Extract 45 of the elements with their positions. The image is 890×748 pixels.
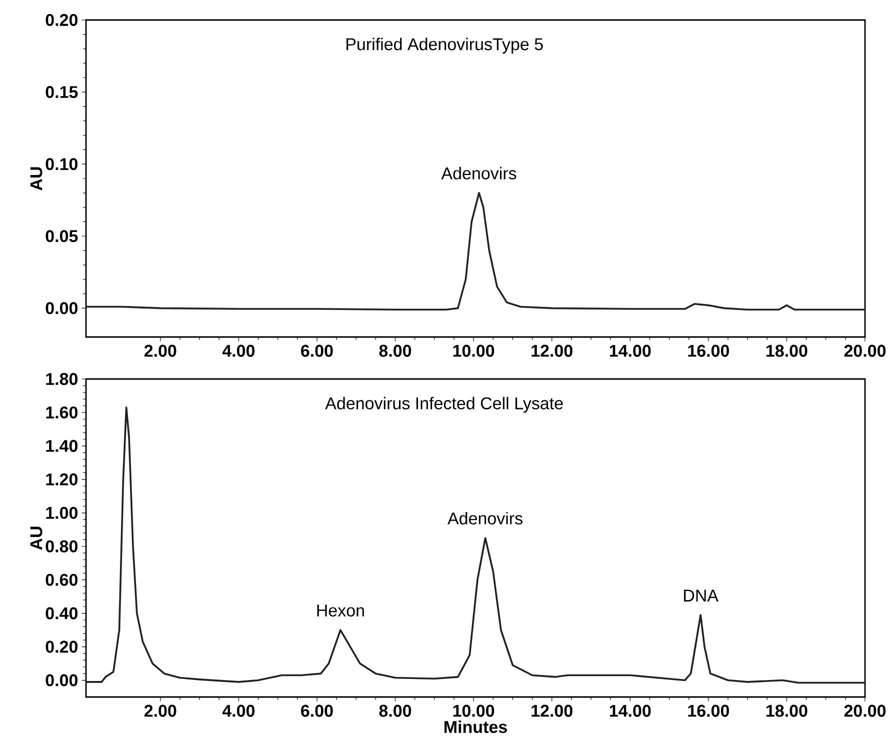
- annotation: Adenovirs: [448, 512, 522, 524]
- y-tick-label: 0.20: [46, 640, 78, 653]
- text: Adenovirus Infected Cell Lysate: [325, 396, 563, 413]
- text: Purified AdenovirusType 5: [346, 38, 543, 54]
- y-tick-label: 1.60: [46, 406, 78, 418]
- x-tick-label: 10.00: [453, 704, 494, 717]
- y-tick-label: 0.00: [46, 302, 78, 314]
- x-tick-label: 16.00: [688, 344, 729, 357]
- x-axis-title: Minutes: [444, 720, 507, 734]
- y-tick-label: 1.80: [46, 372, 78, 386]
- y-tick-label: 0.05: [46, 230, 78, 242]
- y-tick-label: 1.40: [46, 440, 78, 452]
- y-tick-label: 0.60: [46, 574, 78, 586]
- x-tick-label: 20.00: [844, 704, 886, 717]
- y-tick-label: 0.10: [46, 158, 78, 170]
- x-tick-label: 18.00: [766, 344, 808, 357]
- x-tick-label: 16.00: [688, 704, 729, 717]
- x-tick-label: 2.00: [144, 704, 176, 717]
- y-axis-title: AU: [30, 526, 42, 550]
- y-tick-label: 1.20: [46, 473, 78, 486]
- x-tick-label: 12.00: [532, 344, 572, 357]
- x-tick-label: 18.00: [766, 704, 808, 717]
- annotation: DNA: [684, 590, 719, 602]
- x-tick-label: 14.00: [610, 344, 651, 357]
- x-tick-label: 20.00: [844, 344, 886, 357]
- y-axis-title: AU: [30, 167, 42, 190]
- line-series: [85, 192, 866, 311]
- x-tick-label: 4.00: [222, 344, 255, 357]
- y-tick-label: 0.40: [46, 607, 78, 620]
- x-tick-label: 8.00: [379, 344, 412, 357]
- x-tick-label: 8.00: [379, 704, 412, 717]
- x-tick-label: 14.00: [610, 704, 651, 717]
- y-tick-label: 0.20: [46, 14, 78, 26]
- annotation: Adenovirs: [441, 166, 516, 180]
- y-tick-label: 0.00: [46, 674, 78, 686]
- x-tick-label: 12.00: [532, 704, 572, 717]
- y-tick-label: 0.80: [46, 540, 78, 552]
- y-tick-label: 1.00: [46, 506, 78, 519]
- x-tick-label: 6.00: [301, 344, 333, 357]
- annotation: Hexon: [317, 604, 364, 617]
- y-tick-label: 0.15: [46, 86, 78, 98]
- x-tick-label: 2.00: [144, 344, 176, 357]
- x-tick-label: 10.00: [453, 344, 494, 357]
- x-tick-label: 6.00: [301, 704, 333, 717]
- x-tick-label: 4.00: [222, 704, 255, 717]
